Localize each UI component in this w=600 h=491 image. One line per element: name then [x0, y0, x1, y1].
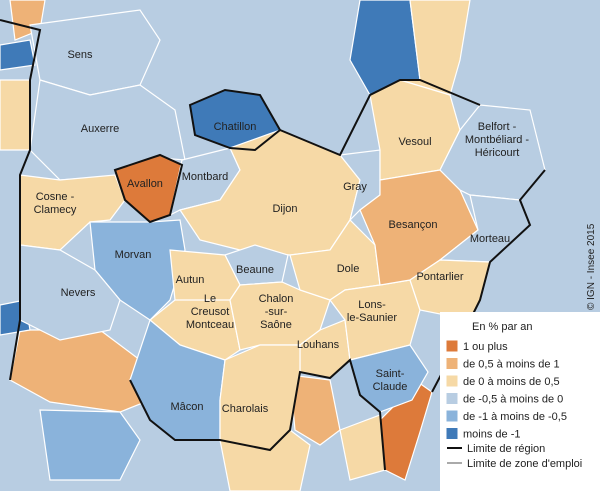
- legend-swatch: [445, 409, 459, 423]
- zones: [19, 9, 546, 451]
- zone-label: Montceau: [186, 319, 234, 331]
- zone-label: Morteau: [470, 233, 510, 245]
- zone-label: Montbard: [182, 171, 228, 183]
- zone-label: Louhans: [297, 339, 340, 351]
- zone-label: Sens: [67, 49, 93, 61]
- zone-labels: Sens Auxerre Chatillon Avallon Montbard Cosne…: [34, 49, 530, 415]
- zone-label: Creusot: [191, 306, 230, 318]
- legend-swatch: [445, 357, 459, 370]
- legend-swatch: [445, 339, 459, 353]
- zone: [0, 39, 36, 71]
- legend-line-label: Limite de région: [467, 443, 545, 455]
- zone-label: Nevers: [61, 287, 96, 299]
- zone-label: Charolais: [222, 403, 269, 415]
- zone-label: Lons-: [358, 299, 386, 311]
- region-border: [188, 88, 282, 152]
- legend-title: En % par an: [472, 321, 533, 333]
- zone: [39, 409, 141, 481]
- zone-label: Gray: [343, 181, 367, 193]
- zone-label: Clamecy: [34, 204, 77, 216]
- zone-label: Chalon: [259, 293, 294, 305]
- zone-label: Autun: [176, 274, 205, 286]
- zone-label: Pontarlier: [416, 271, 463, 283]
- region-border: [279, 79, 481, 157]
- zone-label: Chatillon: [214, 121, 257, 133]
- legend-label: 1 ou plus: [463, 341, 508, 353]
- legend-label: de -1 à moins de -0,5: [463, 411, 567, 423]
- zone: [289, 374, 341, 446]
- legend-items: 1 ou plus de 0,5 à moins de 1 de 0 à moins…: [445, 339, 567, 441]
- legend-swatch: [445, 374, 459, 388]
- legend-label: de 0 à moins de 0,5: [463, 376, 560, 388]
- zone-label: Morvan: [115, 249, 152, 261]
- legend-label: de -0,5 à moins de 0: [463, 394, 563, 406]
- legend-swatch: [445, 427, 459, 440]
- other-zones: [0, 0, 471, 491]
- region-border: [0, 19, 42, 381]
- zone-label: Auxerre: [81, 123, 120, 135]
- zone-label: -sur-: [265, 306, 288, 318]
- zone-label: Claude: [373, 381, 408, 393]
- zone: [29, 79, 186, 181]
- legend-box: [440, 312, 600, 491]
- legend-label: de 0,5 à moins de 1: [463, 359, 560, 371]
- zone-label: Héricourt: [475, 147, 520, 159]
- zone: [19, 244, 121, 341]
- zone: [0, 79, 31, 151]
- zone: [9, 329, 151, 413]
- zone-label: Cosne -: [36, 191, 75, 203]
- zone-label: Mâcon: [170, 401, 203, 413]
- zone-label: Belfort -: [478, 121, 517, 133]
- region-border: [113, 153, 184, 224]
- legend-line-label: Limite de zone d'emploi: [467, 458, 582, 470]
- zone-label: Besançon: [389, 219, 438, 231]
- zone-label: le-Saunier: [347, 312, 397, 324]
- zone-label: Beaune: [236, 264, 274, 276]
- zone-label: Dole: [337, 263, 360, 275]
- legend-swatch: [445, 392, 459, 405]
- legend-label: moins de -1: [463, 429, 520, 441]
- region-border: [129, 358, 386, 471]
- zone-label: Montbéliard -: [465, 134, 530, 146]
- legend: En % par an 1 ou plus de 0,5 à moins de 1…: [440, 312, 600, 491]
- zone-label: Saône: [260, 319, 292, 331]
- zone-label: Vesoul: [398, 136, 431, 148]
- zone-label: Avallon: [127, 178, 163, 190]
- zone-label: Le: [204, 293, 216, 305]
- credit: © IGN - Insee 2015: [586, 223, 597, 310]
- zone-label: Saint-: [376, 368, 405, 380]
- zone-label: Dijon: [272, 203, 297, 215]
